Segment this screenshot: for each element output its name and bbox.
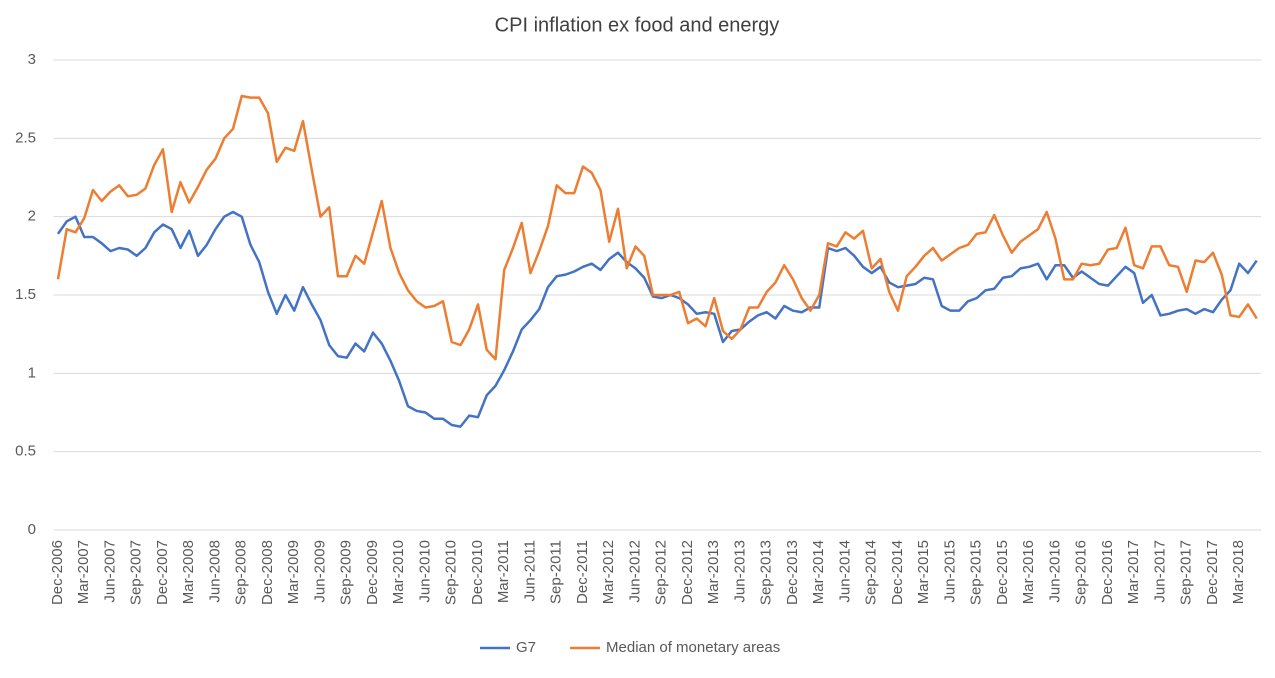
y-tick-label: 1 (28, 364, 36, 381)
x-tick-label: Sep-2014 (863, 540, 880, 605)
x-tick-label: Dec-2009 (364, 540, 381, 605)
x-tick-label: Sep-2017 (1178, 540, 1195, 605)
x-tick-label: Jun-2014 (836, 540, 853, 603)
x-tick-label: Mar-2008 (180, 540, 197, 604)
x-tick-label: Mar-2013 (705, 540, 722, 604)
series-line (56, 94, 1258, 361)
x-tick-label: Dec-2010 (469, 540, 486, 605)
x-tick-label: Jun-2008 (206, 540, 223, 603)
y-tick-label: 2.5 (15, 129, 36, 146)
y-tick-label: 0 (28, 521, 36, 538)
series-line (56, 210, 1258, 428)
x-tick-label: Dec-2008 (259, 540, 276, 605)
legend-label: G7 (516, 639, 536, 656)
x-tick-label: Sep-2010 (443, 540, 460, 605)
x-tick-label: Sep-2012 (653, 540, 670, 605)
y-tick-label: 0.5 (15, 443, 36, 460)
x-tick-label: Sep-2013 (758, 540, 775, 605)
x-tick-label: Dec-2013 (784, 540, 801, 605)
x-tick-label: Jun-2016 (1046, 540, 1063, 603)
x-tick-label: Mar-2009 (285, 540, 302, 604)
x-tick-label: Jun-2013 (731, 540, 748, 603)
x-tick-label: Dec-2014 (889, 540, 906, 605)
x-tick-label: Mar-2017 (1125, 540, 1142, 604)
x-tick-label: Sep-2007 (128, 540, 145, 605)
x-tick-label: Dec-2007 (154, 540, 171, 605)
x-tick-label: Mar-2010 (390, 540, 407, 604)
x-tick-label: Jun-2009 (311, 540, 328, 603)
y-tick-label: 3 (28, 51, 36, 68)
x-tick-label: Jun-2017 (1151, 540, 1168, 603)
x-tick-label: Jun-2012 (626, 540, 643, 603)
x-tick-label: Jun-2010 (416, 540, 433, 603)
x-tick-label: Jun-2007 (101, 540, 118, 603)
x-tick-label: Mar-2012 (600, 540, 617, 604)
x-tick-label: Dec-2011 (574, 540, 591, 604)
x-tick-label: Dec-2015 (994, 540, 1011, 605)
x-tick-label: Mar-2016 (1020, 540, 1037, 604)
x-tick-label: Jun-2015 (941, 540, 958, 603)
x-tick-label: Dec-2016 (1099, 540, 1116, 605)
x-tick-label: Mar-2007 (75, 540, 92, 604)
x-tick-label: Sep-2011 (548, 540, 565, 604)
x-tick-label: Dec-2012 (679, 540, 696, 605)
x-tick-label: Jun-2011 (521, 540, 538, 601)
x-tick-label: Mar-2018 (1230, 540, 1247, 604)
x-tick-label: Mar-2014 (810, 540, 827, 604)
y-tick-label: 1.5 (15, 286, 36, 303)
x-tick-label: Mar-2011 (495, 540, 512, 603)
x-tick-label: Dec-2017 (1204, 540, 1221, 605)
x-tick-label: Sep-2009 (338, 540, 355, 605)
chart-title: CPI inflation ex food and energy (495, 14, 780, 36)
x-tick-label: Sep-2016 (1073, 540, 1090, 605)
legend-label: Median of monetary areas (606, 639, 780, 656)
x-tick-label: Sep-2015 (968, 540, 985, 605)
x-tick-label: Sep-2008 (233, 540, 250, 605)
x-tick-label: Dec-2006 (49, 540, 66, 605)
y-tick-label: 2 (28, 208, 36, 225)
x-tick-label: Mar-2015 (915, 540, 932, 604)
